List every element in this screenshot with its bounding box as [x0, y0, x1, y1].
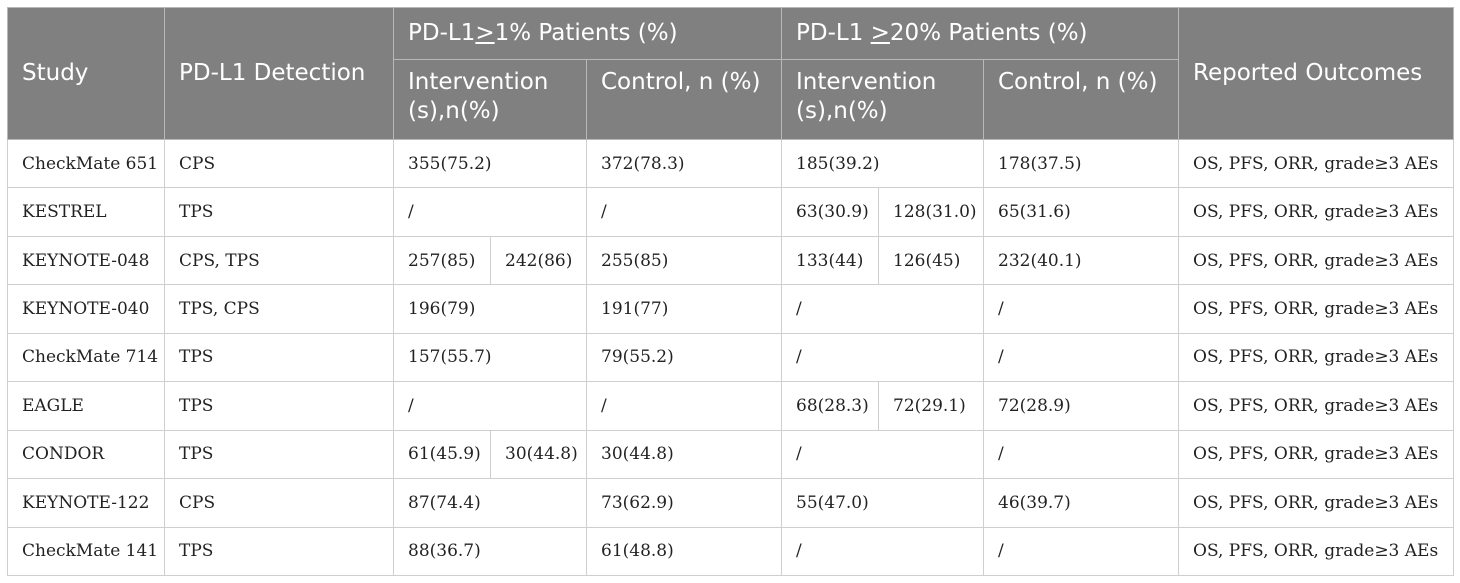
- table-row: KEYNOTE-048 CPS, TPS 257(85) 242(86) 255(85)…: [7, 235, 1455, 286]
- pdl1-1pct-intervention-cell: /: [393, 381, 587, 431]
- header-pdl1-1pct: PD-L1>1% Patients (%): [393, 7, 782, 60]
- outcomes-cell: OS, PFS, ORR, grade≥3 AEs: [1178, 138, 1455, 189]
- outcomes-cell: OS, PFS, ORR, grade≥3 AEs: [1178, 526, 1455, 576]
- pdl1-20pct-intervention-cell: 68(28.3): [781, 381, 879, 431]
- table-row: CheckMate 141 TPS 88(36.7) 61(48.8) / / OS, PF…: [7, 526, 1455, 576]
- header-pdl1-20pct: PD-L1 >20% Patients (%): [780, 7, 1180, 60]
- table-body: CheckMate 651 CPS 355(75.2) 372(78.3) 185(39…: [7, 138, 1455, 576]
- pdl1-1pct-intervention-cell: 196(79): [393, 284, 587, 334]
- header-outcomes: Reported Outcomes: [1178, 7, 1455, 140]
- pdl1-1pct-intervention-cell: 355(75.2): [393, 138, 587, 189]
- pdl1-20pct-intervention-cell: 55(47.0): [781, 478, 984, 528]
- pdl1-20pct-control-cell: 178(37.5): [982, 138, 1180, 189]
- table-row: CONDOR TPS 61(45.9) 30(44.8) 30(44.8) / / OS, P…: [7, 429, 1455, 480]
- detection-cell: TPS: [164, 429, 394, 480]
- header-intervention-1pct: Intervention (s),n(%): [393, 59, 587, 140]
- pdl1-1pct-control-cell: 73(62.9): [586, 478, 782, 528]
- pdl1-20pct-control-cell: 232(40.1): [982, 235, 1180, 286]
- outcomes-cell: OS, PFS, ORR, grade≥3 AEs: [1178, 284, 1455, 334]
- data-table: Study PD-L1 Detection PD-L1>1% Patients …: [7, 7, 1455, 576]
- pdl1-1pct-control-cell: /: [586, 381, 782, 431]
- pdl1-20pct-control-cell: 65(31.6): [982, 187, 1180, 237]
- study-cell: CONDOR: [7, 429, 165, 480]
- study-cell: KEYNOTE-040: [7, 284, 165, 334]
- pdl1-20pct-control-cell: /: [982, 284, 1180, 334]
- pdl1-20pct-intervention-cell: /: [781, 332, 984, 383]
- table-row: KESTREL TPS //63(30.9) 128(31.0) 65(31.6) OS,…: [7, 187, 1455, 237]
- study-cell: EAGLE: [7, 381, 165, 431]
- study-cell: KEYNOTE-122: [7, 478, 165, 528]
- header-study: Study: [7, 7, 165, 140]
- table-row: EAGLE TPS //68(28.3) 72(29.1) 72(28.9) OS, PF…: [7, 381, 1455, 431]
- pdl1-1pct-control-cell: 61(48.8): [586, 526, 782, 576]
- outcomes-cell: OS, PFS, ORR, grade≥3 AEs: [1178, 429, 1455, 480]
- table-row: CheckMate 651 CPS 355(75.2) 372(78.3) 185(39…: [7, 138, 1455, 189]
- pdl1-1pct-intervention-cell: /: [393, 187, 587, 237]
- pdl1-20pct-intervention-cell: 185(39.2): [781, 138, 984, 189]
- pdl1-1pct-intervention-cell: 157(55.7): [393, 332, 587, 383]
- header-intervention-20pct: Intervention (s),n(%): [781, 59, 984, 140]
- pdl1-20pct-control-cell: /: [982, 526, 1180, 576]
- detection-cell: CPS: [164, 478, 394, 528]
- pdl1-1pct-control-cell: 372(78.3): [586, 138, 782, 189]
- outcomes-cell: OS, PFS, ORR, grade≥3 AEs: [1178, 381, 1455, 431]
- study-cell: KESTREL: [7, 187, 165, 237]
- pdl1-20pct-control-cell: /: [982, 429, 1180, 480]
- pdl1-1pct-intervention-cell: 30(44.8): [490, 429, 587, 480]
- pdl1-1pct-control-cell: 79(55.2): [586, 332, 782, 383]
- pdl1-20pct-intervention-cell: 63(30.9): [781, 187, 879, 237]
- pdl1-1pct-control-cell: 191(77): [586, 284, 782, 334]
- pdl1-1pct-intervention-cell: 61(45.9): [393, 429, 491, 480]
- table-row: KEYNOTE-122 CPS 87(74.4) 73(62.9) 55(47.0) 46…: [7, 478, 1455, 528]
- pdl1-20pct-intervention-cell: 126(45): [878, 235, 984, 286]
- pdl1-20pct-intervention-cell: /: [781, 429, 984, 480]
- pdl1-20pct-control-cell: /: [982, 332, 1180, 383]
- study-cell: CheckMate 651: [7, 138, 165, 189]
- pdl1-20pct-intervention-cell: /: [781, 526, 984, 576]
- pdl1-1pct-intervention-cell: 87(74.4): [393, 478, 587, 528]
- pdl1-1pct-control-cell: /: [586, 187, 782, 237]
- study-cell: KEYNOTE-048: [7, 235, 165, 286]
- detection-cell: TPS: [164, 381, 394, 431]
- pdl1-1pct-control-cell: 255(85): [586, 235, 782, 286]
- detection-cell: TPS: [164, 187, 394, 237]
- header-control-20pct: Control, n (%): [982, 59, 1180, 140]
- pdl1-20pct-intervention-cell: 72(29.1): [878, 381, 984, 431]
- outcomes-cell: OS, PFS, ORR, grade≥3 AEs: [1178, 478, 1455, 528]
- outcomes-cell: OS, PFS, ORR, grade≥3 AEs: [1178, 235, 1455, 286]
- outcomes-cell: OS, PFS, ORR, grade≥3 AEs: [1178, 332, 1455, 383]
- detection-cell: TPS, CPS: [164, 284, 394, 334]
- pdl1-1pct-control-cell: 30(44.8): [586, 429, 782, 480]
- detection-cell: CPS, TPS: [164, 235, 394, 286]
- study-cell: CheckMate 141: [7, 526, 165, 576]
- study-cell: CheckMate 714: [7, 332, 165, 383]
- pdl1-1pct-intervention-cell: 242(86): [490, 235, 587, 286]
- pdl1-1pct-intervention-cell: 257(85): [393, 235, 491, 286]
- pdl1-20pct-control-cell: 72(28.9): [982, 381, 1180, 431]
- table-row: KEYNOTE-040 TPS, CPS 196(79) 191(77) / / OS, P…: [7, 284, 1455, 334]
- header-detection: PD-L1 Detection: [164, 7, 394, 140]
- pdl1-20pct-intervention-cell: 128(31.0): [878, 187, 984, 237]
- table-row: CheckMate 714 TPS 157(55.7) 79(55.2) / / OS, P…: [7, 332, 1455, 383]
- table-header: Study PD-L1 Detection PD-L1>1% Patients …: [7, 7, 1455, 140]
- outcomes-cell: OS, PFS, ORR, grade≥3 AEs: [1178, 187, 1455, 237]
- header-control-1pct: Control, n (%): [586, 59, 782, 140]
- pdl1-20pct-intervention-cell: 133(44): [781, 235, 879, 286]
- detection-cell: CPS: [164, 138, 394, 189]
- pdl1-20pct-control-cell: 46(39.7): [982, 478, 1180, 528]
- detection-cell: TPS: [164, 526, 394, 576]
- detection-cell: TPS: [164, 332, 394, 383]
- pdl1-20pct-intervention-cell: /: [781, 284, 984, 334]
- pdl1-1pct-intervention-cell: 88(36.7): [393, 526, 587, 576]
